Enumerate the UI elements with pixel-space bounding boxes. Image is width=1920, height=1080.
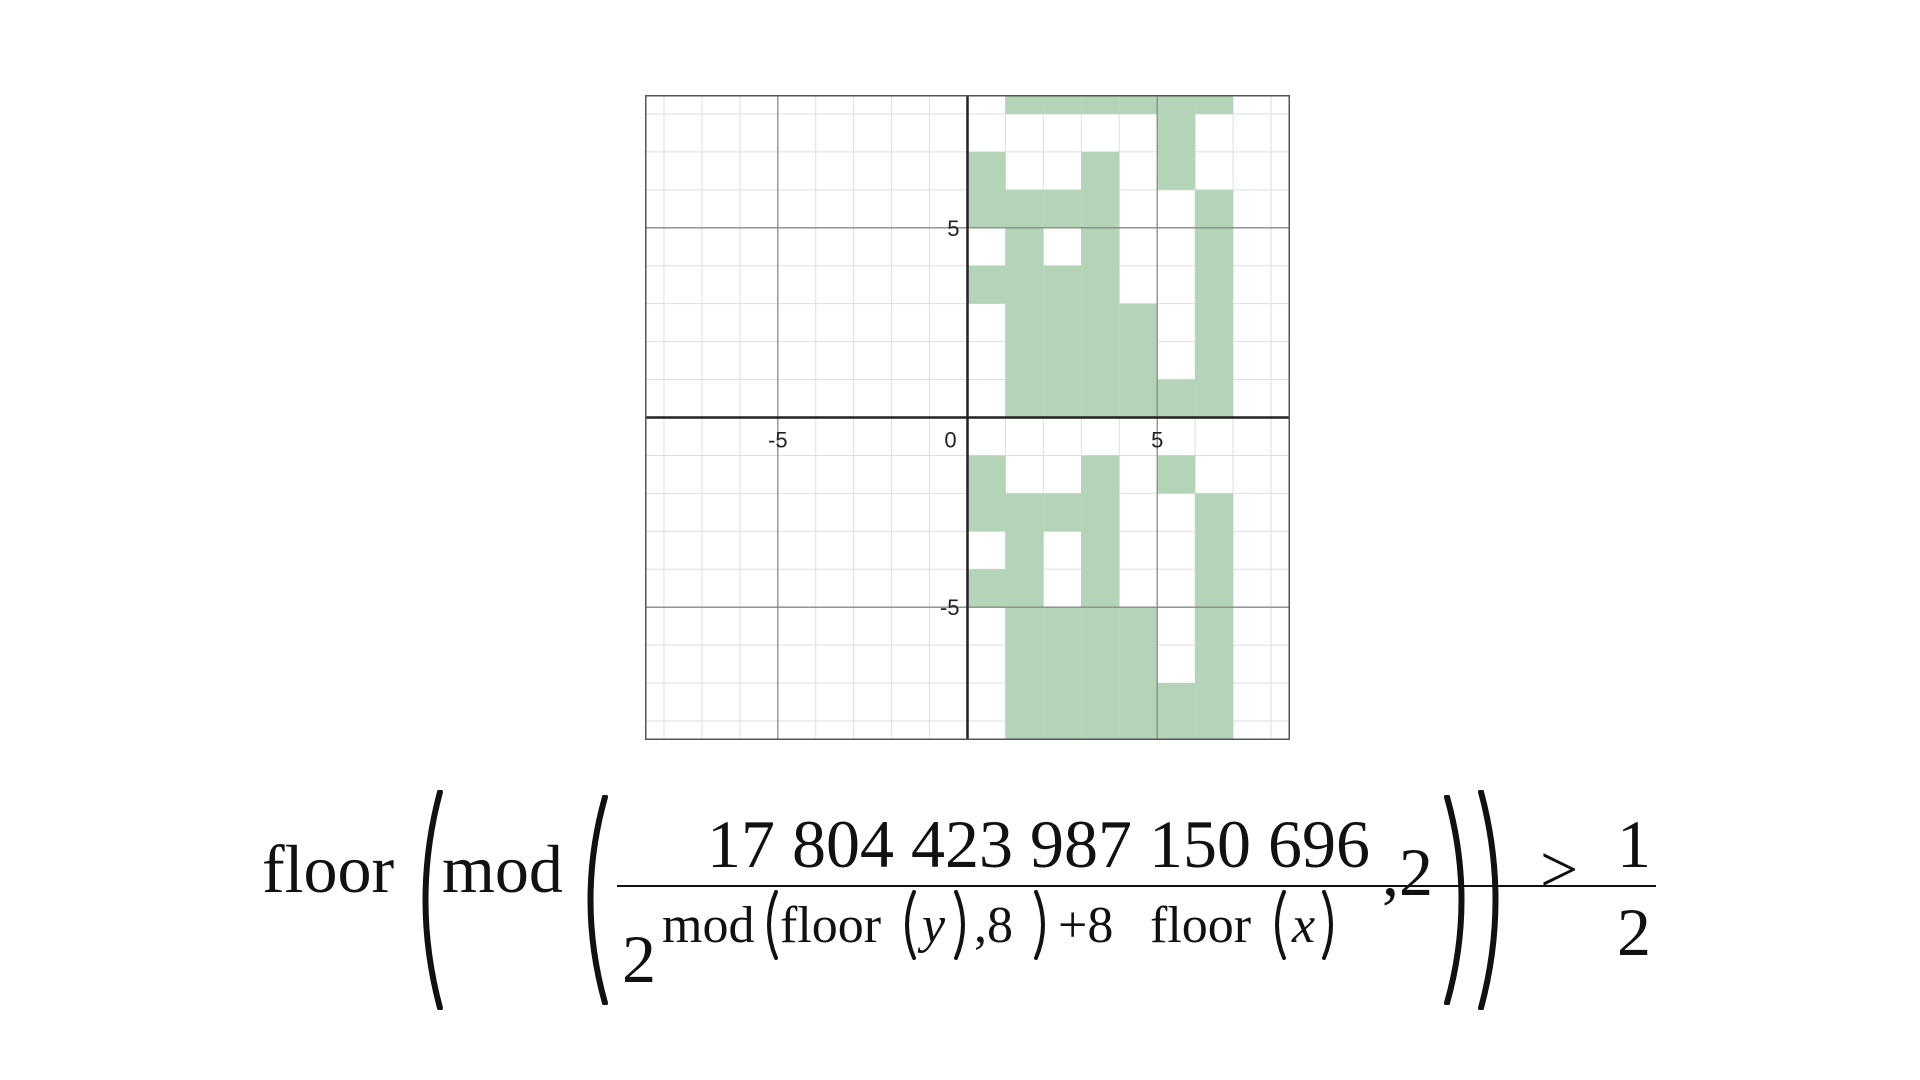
right-paren-outer <box>1478 790 1499 1010</box>
axes <box>645 95 1290 740</box>
shaded-cell <box>967 265 1006 304</box>
greater-than: > <box>1540 831 1579 907</box>
shaded-cell <box>1195 189 1234 418</box>
half-fraction-line <box>1610 885 1656 887</box>
exp-paren-2-right <box>954 890 965 960</box>
shaded-cell <box>1119 607 1158 740</box>
shaded-cell <box>1005 493 1044 740</box>
shaded-cell <box>1081 151 1120 418</box>
denominator-base: 2 <box>622 921 656 997</box>
half-numerator: 1 <box>1617 806 1651 882</box>
exp-paren-3-right <box>1322 890 1333 960</box>
formula: floor mod 17 804 423 987 150 696 2 mod f… <box>262 790 1682 1020</box>
main-fraction-line <box>617 885 1627 887</box>
shaded-cell <box>967 151 1006 228</box>
shaded-cell <box>1043 265 1082 418</box>
y-tick-label: -5 <box>940 595 960 620</box>
exponent-floor-x: floor <box>1150 897 1252 954</box>
shaded-cell <box>1195 95 1234 114</box>
exponent-mod: mod <box>662 897 755 954</box>
plot-border <box>644 94 1291 741</box>
exp-paren-1-left <box>767 890 778 960</box>
shaded-region <box>967 95 1234 740</box>
x-tick-label: 5 <box>1151 428 1163 453</box>
y-tick-label: 5 <box>947 216 959 241</box>
numerator: 17 804 423 987 150 696 <box>707 806 1370 882</box>
graph-panel: -5 0 5 5 -5 <box>644 94 1291 745</box>
formula-mod: mod <box>442 831 563 907</box>
shaded-cell <box>1195 493 1234 740</box>
shaded-cell <box>1043 95 1082 114</box>
exp-paren-2-left <box>905 890 916 960</box>
variable-y: y <box>922 897 946 954</box>
shaded-cell <box>1005 95 1044 114</box>
exponent-plus-8: +8 <box>1058 897 1114 954</box>
exp-paren-1-right <box>1034 890 1045 960</box>
shaded-cell <box>967 569 1006 608</box>
formula-floor: floor <box>262 831 395 907</box>
shaded-cell <box>1043 607 1082 740</box>
shaded-cell <box>1081 95 1120 114</box>
tick-labels: -5 0 5 5 -5 <box>768 216 1163 620</box>
x-tick-label: 0 <box>944 428 956 453</box>
graph-plot: -5 0 5 5 -5 <box>644 94 1291 741</box>
shaded-cell <box>1157 455 1196 494</box>
right-paren-inner <box>1444 795 1465 1005</box>
shaded-cell <box>1005 189 1044 418</box>
left-paren-outer <box>422 790 443 1010</box>
shaded-cell <box>1119 303 1158 418</box>
modulus-comma-2: ,2 <box>1382 834 1433 910</box>
shaded-cell <box>1043 493 1082 532</box>
shaded-cell <box>967 455 1006 532</box>
shaded-cell <box>1081 455 1120 740</box>
variable-x: x <box>1292 897 1316 954</box>
exp-paren-3-left <box>1275 890 1286 960</box>
half-denominator: 2 <box>1617 894 1651 970</box>
shaded-cell <box>1043 189 1082 228</box>
shaded-cell <box>1119 95 1158 114</box>
exponent-comma-8: ,8 <box>974 897 1013 954</box>
left-paren-inner <box>587 795 608 1005</box>
exponent-floor-y: floor <box>780 897 882 954</box>
x-tick-label: -5 <box>768 428 788 453</box>
shaded-cell <box>1157 379 1196 418</box>
shaded-cell <box>1157 95 1196 190</box>
shaded-cell <box>1157 683 1196 740</box>
